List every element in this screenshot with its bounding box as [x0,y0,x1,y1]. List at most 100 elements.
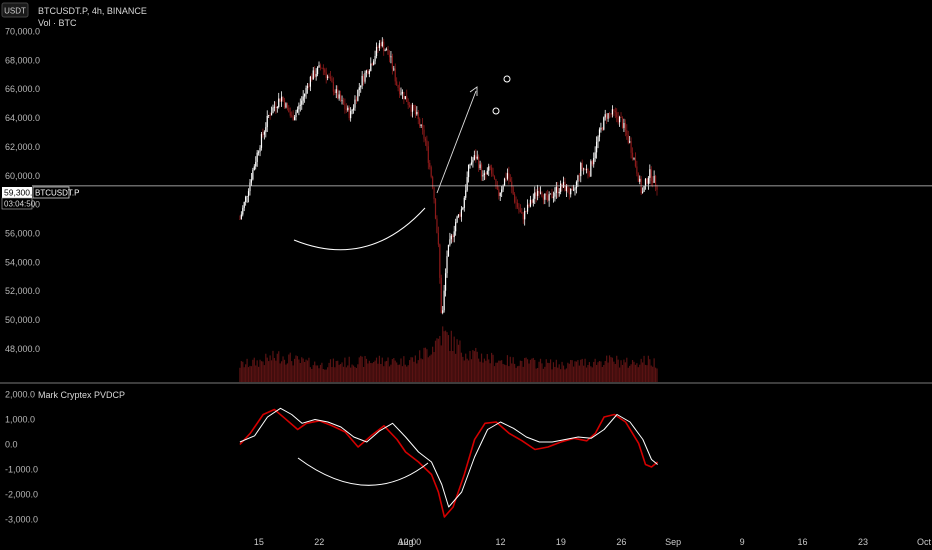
currency-button[interactable]: USDT [1,2,29,18]
drawings[interactable] [293,75,511,486]
candle-body [614,111,616,113]
volume-bar [535,368,537,382]
price-tick-label: 52,000.0 [5,286,40,296]
price-tag-value: 59,300.8 [4,188,37,198]
candle-body [470,162,473,165]
candle-body [501,189,503,193]
volume-bar [406,366,408,382]
volume-bar [607,362,609,382]
volume-bar [298,359,300,382]
candle-body [528,204,530,207]
candle-body [439,244,441,278]
indicator-tick-label: 2,000.0 [5,390,35,400]
volume-bar [291,361,293,382]
volume-bar [492,354,494,382]
candle-body [570,188,572,195]
volume-bar [498,360,500,382]
volume-bar [449,350,451,382]
volume-bar [506,355,509,382]
candle-body [542,196,544,200]
volume-bar [581,358,583,382]
volume-bar [499,360,501,382]
candle-body [419,118,421,126]
volume-bar [465,353,467,382]
volume-bar [344,357,346,382]
volume-bar [348,356,350,382]
candle-body [548,194,550,201]
volume-bar [410,357,412,382]
indicator-rounding-arc[interactable] [297,457,429,486]
candle-body [644,179,647,187]
candle-body [567,185,569,193]
volume-bar [479,361,481,382]
volume-bar [413,361,415,382]
volume-bar [311,368,313,382]
volume-bar [483,358,486,382]
candle-body [318,65,320,68]
candle-body [413,104,415,110]
candle-body [577,175,579,182]
candle-body [292,115,294,121]
volume-bar [631,359,634,382]
candle-body [380,43,382,47]
projection-arrow-line[interactable] [436,90,477,194]
candle-body [619,116,621,123]
volume-bar [626,357,628,382]
candle-body [629,141,631,143]
candle-body [367,70,369,74]
candle-body [475,155,477,159]
candle-body [424,138,427,141]
candle-body [557,186,559,194]
candle-body [485,173,487,175]
volume-bar [286,363,288,382]
volume-bar [347,365,349,382]
candle-body [344,104,346,109]
target-circle-upper[interactable] [503,75,511,83]
candle-body [301,100,303,105]
indicator-axis[interactable]: 2,000.0 1,000.0 0.0 -1,000.0 -2,000.0 -3,000.… [5,390,38,525]
volume-bar [301,357,303,382]
indicator-legend: Mark Cryptex PVDCP [38,390,125,400]
volume-bar [472,350,474,382]
volume-bar [591,367,593,382]
candle-body [393,68,395,70]
candle-body [375,46,378,56]
candle-body [311,76,313,80]
volume-bar [304,361,306,382]
volume-bar [242,361,244,382]
price-tick-label: 50,000.0 [5,315,40,325]
rounding-bottom-arc[interactable] [293,207,426,251]
volume-bar [548,363,550,382]
candle-body [646,179,648,184]
price-axis[interactable]: 48,000.0 50,000.0 52,000.0 54,000.0 56,000.0… [5,27,40,354]
indicator-pane[interactable] [239,407,659,518]
volume-bar [365,358,368,382]
candle-body [650,169,652,182]
volume-bar [426,349,428,382]
volume-bar [634,364,637,382]
candle-body [535,192,537,196]
price-pane[interactable] [32,37,932,382]
candle-body [552,196,555,198]
candle-body [348,107,350,119]
volume-bar [259,359,261,382]
volume-bar [256,360,258,382]
candle-body [532,198,534,203]
volume-bar [515,367,517,382]
volume-bar [279,363,281,382]
volume-bar [459,340,461,382]
volume-bar [644,364,647,382]
time-tick-label: 12 [496,537,506,547]
candle-body [347,107,349,111]
target-circle-lower[interactable] [492,107,500,115]
price-tick-label: 62,000.0 [5,142,40,152]
volume-bar [505,365,507,382]
volume-bar [409,360,411,382]
candle-body [521,212,523,214]
volume-bar [253,357,255,382]
volume-bar [637,367,639,382]
candle-body [558,191,560,194]
volume-bar [250,366,253,382]
